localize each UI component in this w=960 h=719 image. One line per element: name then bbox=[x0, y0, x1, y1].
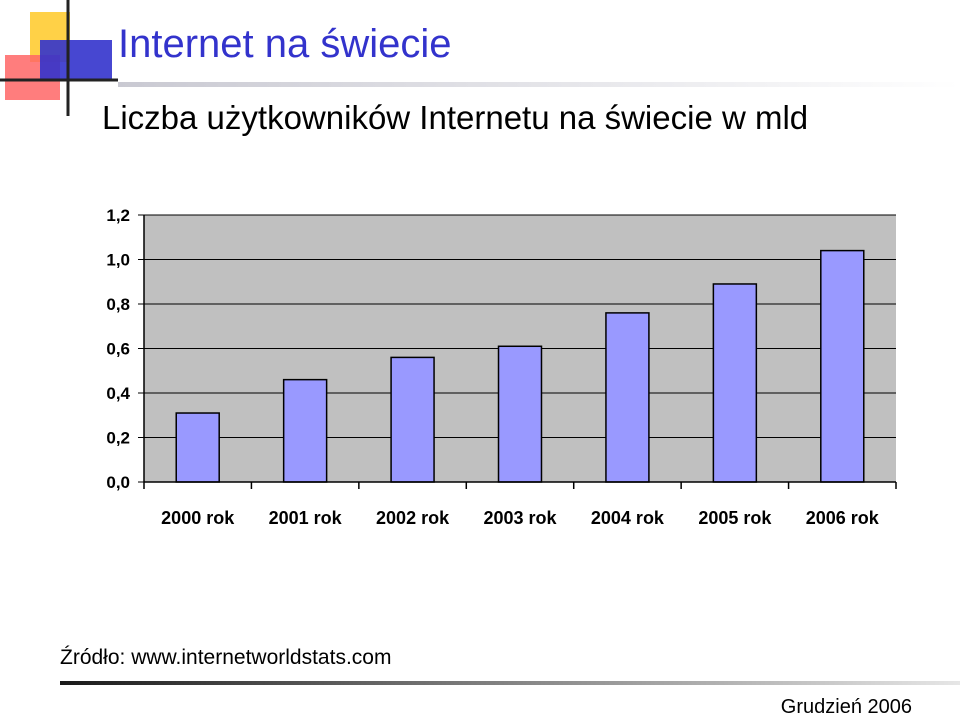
source-note: Źródło: www.internetworldstats.com bbox=[60, 646, 392, 669]
y-tick-label: 1,0 bbox=[106, 251, 130, 270]
bar-6 bbox=[712, 283, 758, 483]
x-tick-label: 2000 rok bbox=[161, 508, 235, 528]
bar-3 bbox=[390, 356, 435, 483]
x-tick-label: 2004 rok bbox=[591, 508, 665, 528]
title-divider bbox=[118, 82, 960, 87]
bar-7 bbox=[820, 249, 865, 483]
axis-labels: 0,0 0,2 0,4 0,6 0,8 1,0 1,2 2000 rok 2001 rok 200… bbox=[106, 206, 879, 528]
x-tick-label: 2003 rok bbox=[483, 508, 557, 528]
y-tick-label: 0,8 bbox=[106, 295, 130, 314]
x-tick-label: 2001 rok bbox=[269, 508, 343, 528]
y-tick-label: 1,2 bbox=[106, 206, 130, 225]
x-tick-label: 2005 rok bbox=[698, 508, 772, 528]
page-title: Internet na świecie bbox=[118, 22, 452, 66]
y-tick-label: 0,6 bbox=[106, 340, 130, 359]
bar-1 bbox=[175, 412, 220, 483]
bar-4 bbox=[497, 345, 543, 483]
axes bbox=[138, 214, 897, 489]
bars bbox=[175, 249, 865, 483]
date-footer: Grudzień 2006 bbox=[780, 696, 912, 718]
bar-5 bbox=[605, 312, 650, 483]
y-tick-label: 0,4 bbox=[106, 384, 130, 403]
footer-divider bbox=[60, 681, 960, 685]
x-tick-label: 2006 rok bbox=[806, 508, 880, 528]
slide-logo bbox=[0, 0, 118, 116]
chart-title: Liczba użytkowników Internetu na świecie… bbox=[102, 99, 809, 136]
y-tick-label: 0,2 bbox=[106, 429, 130, 448]
bar-chart: 0,0 0,2 0,4 0,6 0,8 1,0 1,2 2000 rok 2001 rok 200… bbox=[106, 206, 897, 528]
y-tick-label: 0,0 bbox=[106, 473, 130, 492]
bar-2 bbox=[282, 378, 328, 483]
x-tick-label: 2002 rok bbox=[376, 508, 450, 528]
